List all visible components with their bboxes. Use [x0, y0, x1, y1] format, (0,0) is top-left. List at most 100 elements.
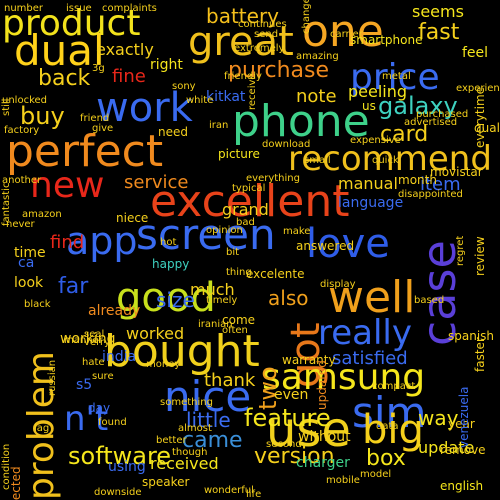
word-hate: hate — [82, 357, 105, 368]
word-nice: nice — [164, 372, 252, 421]
word-perfect: perfect — [6, 126, 164, 177]
word-s5: s5 — [76, 377, 93, 393]
word-far: far — [58, 274, 89, 299]
word-love: love — [306, 221, 390, 267]
word-received: received — [150, 454, 219, 473]
word-come: come — [222, 313, 256, 327]
word-model: model — [360, 469, 392, 480]
word-thank: thank — [204, 370, 256, 391]
word-hot: hot — [160, 237, 177, 248]
word-great: great — [188, 19, 294, 65]
word-picture: picture — [218, 147, 260, 161]
word-extremely: extremely — [234, 43, 285, 54]
word-quick: quick — [372, 155, 399, 166]
word-disappointed: disappointed — [398, 189, 463, 200]
word-friendly: friendly — [224, 71, 262, 82]
word-note: note — [296, 86, 337, 107]
word-thing: thing — [226, 267, 252, 278]
word-downside: downside — [94, 487, 142, 498]
word-even: even — [274, 387, 309, 403]
word-us: us — [362, 99, 376, 113]
word-data: data — [376, 421, 399, 432]
word-everytime: everytime — [473, 86, 487, 148]
word-little: little — [186, 408, 231, 432]
word-find: find — [50, 232, 85, 253]
word-lag: lag — [34, 423, 50, 434]
word-movistar: movistar — [430, 165, 483, 179]
word-update: update — [418, 438, 475, 457]
word-review: review — [473, 236, 487, 276]
word-russian: russian — [47, 359, 58, 396]
word-better: better — [156, 435, 187, 446]
word-faster: faster — [473, 337, 487, 372]
word-feature: feature — [244, 404, 331, 432]
word-everything: everything — [246, 173, 300, 184]
word-advertised: advertised — [404, 117, 458, 128]
word-amazing: amazing — [296, 51, 339, 62]
word-happy: happy — [152, 257, 190, 271]
word-came: came — [182, 428, 243, 453]
word-experience: experience — [456, 83, 500, 94]
word-unlocked: unlocked — [2, 95, 48, 106]
word-another: another — [2, 175, 42, 186]
word-sim: sim — [352, 388, 427, 437]
word-answered: answered — [296, 239, 355, 253]
word-spanish: spanish — [448, 329, 495, 343]
word-though: though — [172, 447, 208, 458]
word-timely: timely — [206, 295, 238, 306]
word-recommend: recommend — [288, 139, 492, 179]
word-language: language — [338, 195, 404, 211]
word-software: software — [68, 442, 172, 470]
word-typical: typical — [232, 183, 266, 194]
word-friend: friend — [80, 113, 110, 124]
word-give: give — [92, 123, 114, 134]
word-wonderful: wonderful — [204, 485, 254, 496]
word-dual: dual — [14, 26, 105, 75]
word-life: life — [246, 489, 262, 500]
word-month: month — [398, 173, 437, 187]
word-black: black — [24, 299, 51, 310]
word-screen: screen — [136, 210, 276, 259]
word-item: item — [420, 174, 461, 195]
word-updated: updated — [315, 360, 329, 410]
word-price: price — [350, 57, 440, 98]
word-based: based — [414, 295, 445, 306]
word-complaints: complaints — [102, 3, 157, 14]
word-second: second — [266, 439, 302, 450]
word-already: already — [88, 303, 141, 319]
word-speaker: speaker — [142, 475, 190, 489]
word-bought: bought — [104, 326, 260, 377]
word-ca: ca — [18, 255, 35, 271]
word-often: often — [222, 325, 248, 336]
word-something: something — [160, 397, 213, 408]
word-india: india — [102, 349, 137, 365]
word-mobile: mobile — [326, 475, 360, 486]
word-work: work — [96, 85, 193, 131]
word-amazon: amazon — [22, 209, 62, 220]
word-issue: issue — [66, 3, 92, 14]
word-peeling: peeling — [348, 82, 408, 101]
word-exactly: exactly — [96, 40, 154, 59]
word-opinion: opinion — [206, 225, 243, 236]
word-venezuela: venezuela — [457, 386, 471, 448]
word-still: still — [1, 98, 12, 116]
word-download: download — [262, 139, 311, 150]
word-big: big — [362, 407, 424, 453]
word-product: product — [2, 3, 141, 44]
word-number: number — [4, 3, 44, 14]
word-app: app — [66, 219, 138, 263]
word-verry: verry — [84, 337, 111, 348]
word-samsung: samsung — [262, 357, 426, 398]
word-right: right — [150, 57, 183, 73]
word-small: small — [304, 155, 331, 166]
word-using: using — [108, 459, 146, 475]
word-need: need — [158, 125, 188, 139]
word-money: money — [146, 359, 181, 370]
word-make: make — [283, 226, 311, 237]
word-never: never — [6, 219, 35, 230]
word-almost: almost — [178, 423, 212, 434]
word-way: way — [418, 406, 459, 430]
word-send: send — [254, 29, 279, 40]
word-grand: grand — [222, 200, 269, 219]
